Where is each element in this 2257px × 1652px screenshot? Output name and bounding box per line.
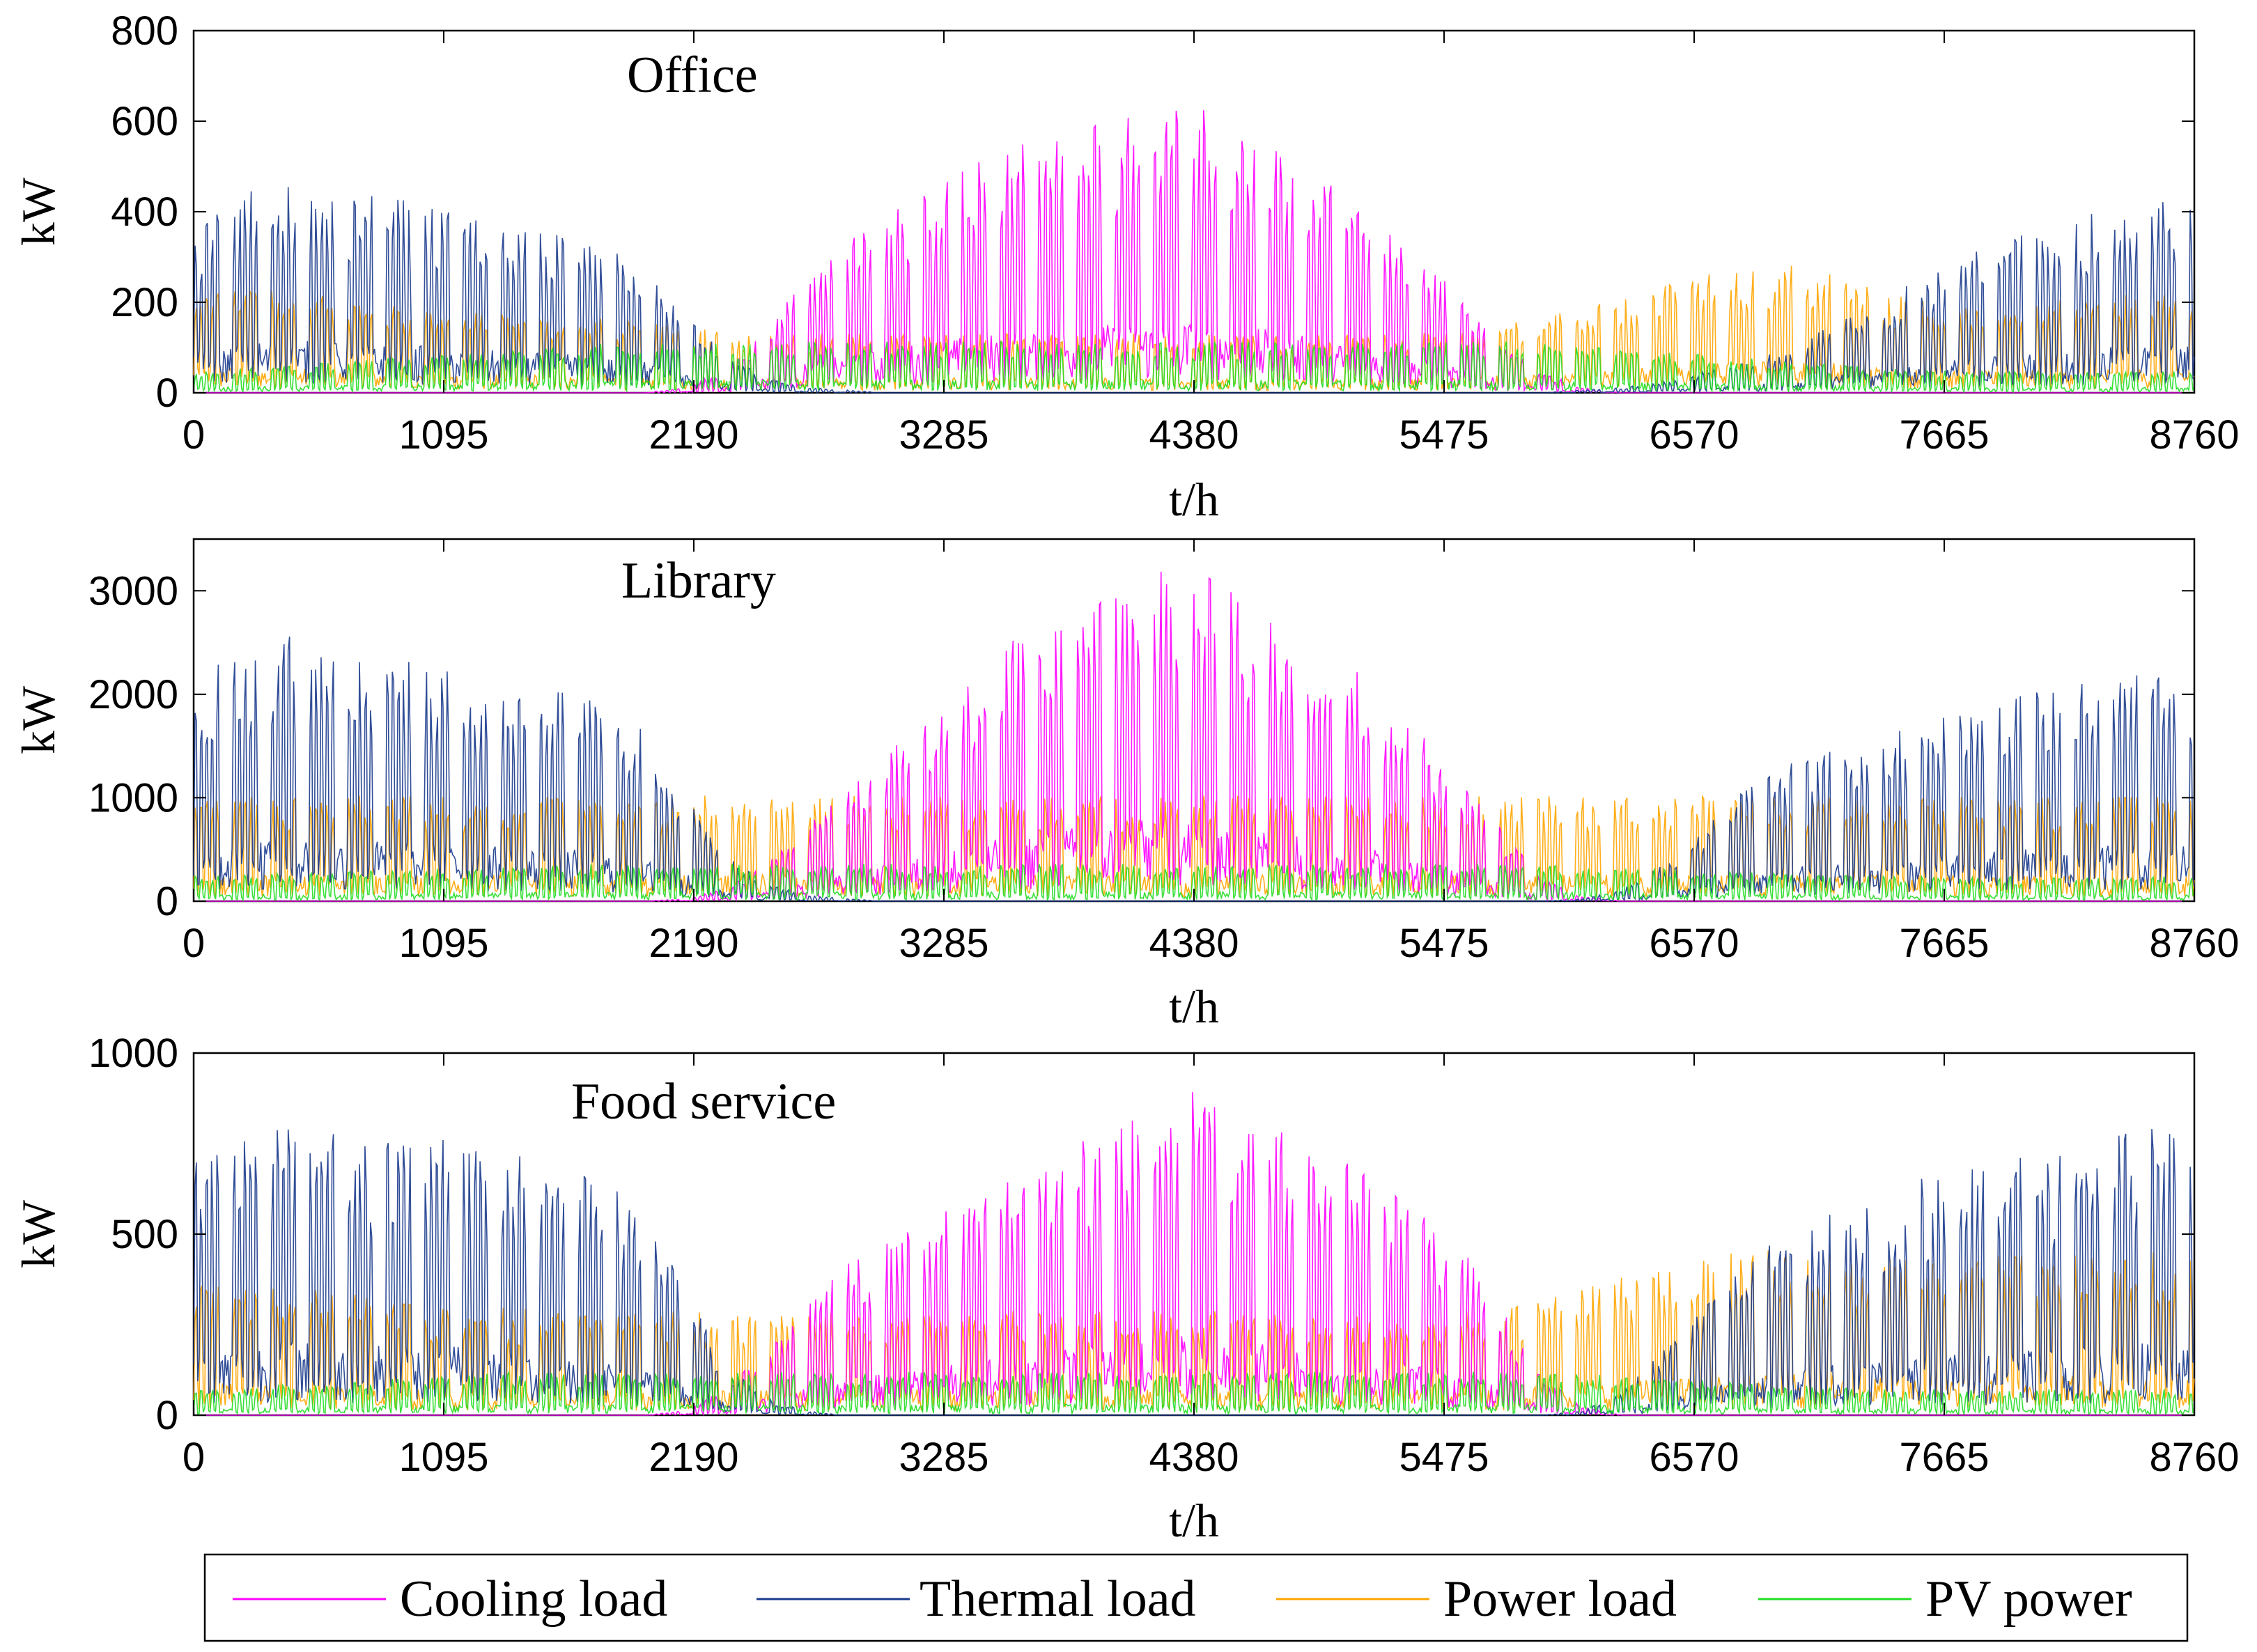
x-tick-label: 5475 — [1399, 1435, 1489, 1480]
y-tick-label: 1000 — [88, 1031, 178, 1076]
x-tick-label: 1095 — [398, 412, 488, 458]
x-axis-label: t/h — [1169, 980, 1219, 1033]
x-tick-label: 4380 — [1149, 1435, 1239, 1480]
series-line-cooling-load — [194, 1092, 2194, 1417]
x-tick-label: 6570 — [1649, 921, 1739, 966]
y-tick-label: 2000 — [88, 672, 178, 717]
ticks-layer: 0 1095 2190 3285 4380 5475 6570 7665 8760 0 200 400… — [111, 8, 2239, 458]
x-axis-label: t/h — [1169, 473, 1219, 526]
x-tick-label: 8760 — [2149, 412, 2239, 458]
x-tick-label: 0 — [183, 1435, 205, 1480]
legend-box — [203, 1553, 2189, 1642]
series-line-cooling-load — [194, 571, 2194, 903]
y-tick-label: 3000 — [88, 568, 178, 614]
y-axis-label: kW — [12, 177, 65, 246]
y-tick-label: 1000 — [88, 775, 178, 820]
x-tick-label: 7665 — [1899, 1435, 1989, 1480]
series-line-cooling-load — [194, 110, 2194, 393]
x-tick-label: 7665 — [1899, 921, 1989, 966]
series-layer — [193, 110, 2195, 394]
y-tick-label: 600 — [111, 99, 178, 144]
x-tick-label: 2190 — [649, 921, 738, 966]
x-tick-label: 0 — [183, 412, 205, 458]
series-layer — [193, 571, 2195, 903]
panel-title: Food service — [571, 1073, 836, 1130]
x-tick-label: 3285 — [899, 412, 988, 458]
x-tick-label: 1095 — [398, 1435, 488, 1480]
x-tick-label: 5475 — [1399, 412, 1489, 458]
x-axis-label: t/h — [1169, 1494, 1219, 1547]
legend-item-thermal-load: Thermal load — [757, 1571, 1196, 1628]
legend-item-cooling-load: Cooling load — [233, 1571, 667, 1628]
y-tick-label: 200 — [111, 280, 178, 325]
y-axis-label: kW — [12, 1199, 65, 1268]
legend-label: PV power — [1925, 1571, 2132, 1628]
x-tick-label: 3285 — [899, 1435, 988, 1480]
series-line-pv-power — [193, 1370, 2195, 1417]
x-tick-label: 0 — [183, 921, 205, 966]
y-axis-label: kW — [12, 685, 65, 754]
legend-label: Power load — [1443, 1571, 1677, 1628]
x-tick-label: 5475 — [1399, 921, 1489, 966]
x-tick-label: 2190 — [649, 412, 738, 458]
panel-title: Library — [621, 552, 776, 609]
legend: Cooling load Thermal load Power load PV … — [203, 1553, 2189, 1642]
y-tick-label: 400 — [111, 189, 178, 235]
series-line-pv-power — [193, 341, 2195, 394]
series-layer — [193, 1092, 2195, 1417]
chart-panel-food-service: 0 1095 2190 3285 4380 5475 6570 7665 8760 0 500 100… — [12, 1031, 2240, 1547]
x-tick-label: 8760 — [2149, 921, 2239, 966]
y-tick-label: 800 — [111, 8, 178, 54]
chart-panel-library: 0 1095 2190 3285 4380 5475 6570 7665 8760 0 1000 20… — [12, 538, 2240, 1033]
y-tick-label: 500 — [111, 1212, 178, 1257]
chart-panel-office: 0 1095 2190 3285 4380 5475 6570 7665 8760 0 200 400… — [12, 8, 2240, 526]
legend-label: Thermal load — [920, 1571, 1196, 1628]
x-tick-label: 6570 — [1649, 1435, 1739, 1480]
y-tick-label: 0 — [156, 1393, 178, 1438]
x-tick-label: 2190 — [649, 1435, 738, 1480]
y-tick-label: 0 — [156, 371, 178, 416]
x-tick-label: 8760 — [2149, 1435, 2239, 1480]
ticks-layer: 0 1095 2190 3285 4380 5475 6570 7665 8760 0 500 100… — [88, 1031, 2240, 1480]
x-tick-label: 1095 — [398, 921, 488, 966]
panel-title: Office — [627, 47, 758, 104]
x-tick-label: 4380 — [1149, 412, 1239, 458]
x-tick-label: 7665 — [1899, 412, 1989, 458]
ticks-layer: 0 1095 2190 3285 4380 5475 6570 7665 8760 0 1000 20… — [88, 539, 2240, 966]
legend-item-pv-power: PV power — [1758, 1571, 2132, 1628]
series-line-pv-power — [193, 863, 2195, 903]
x-tick-label: 3285 — [899, 921, 988, 966]
x-tick-label: 4380 — [1149, 921, 1239, 966]
x-tick-label: 6570 — [1649, 412, 1739, 458]
legend-label: Cooling load — [400, 1571, 667, 1628]
y-tick-label: 0 — [156, 879, 178, 924]
legend-item-power-load: Power load — [1276, 1571, 1677, 1628]
